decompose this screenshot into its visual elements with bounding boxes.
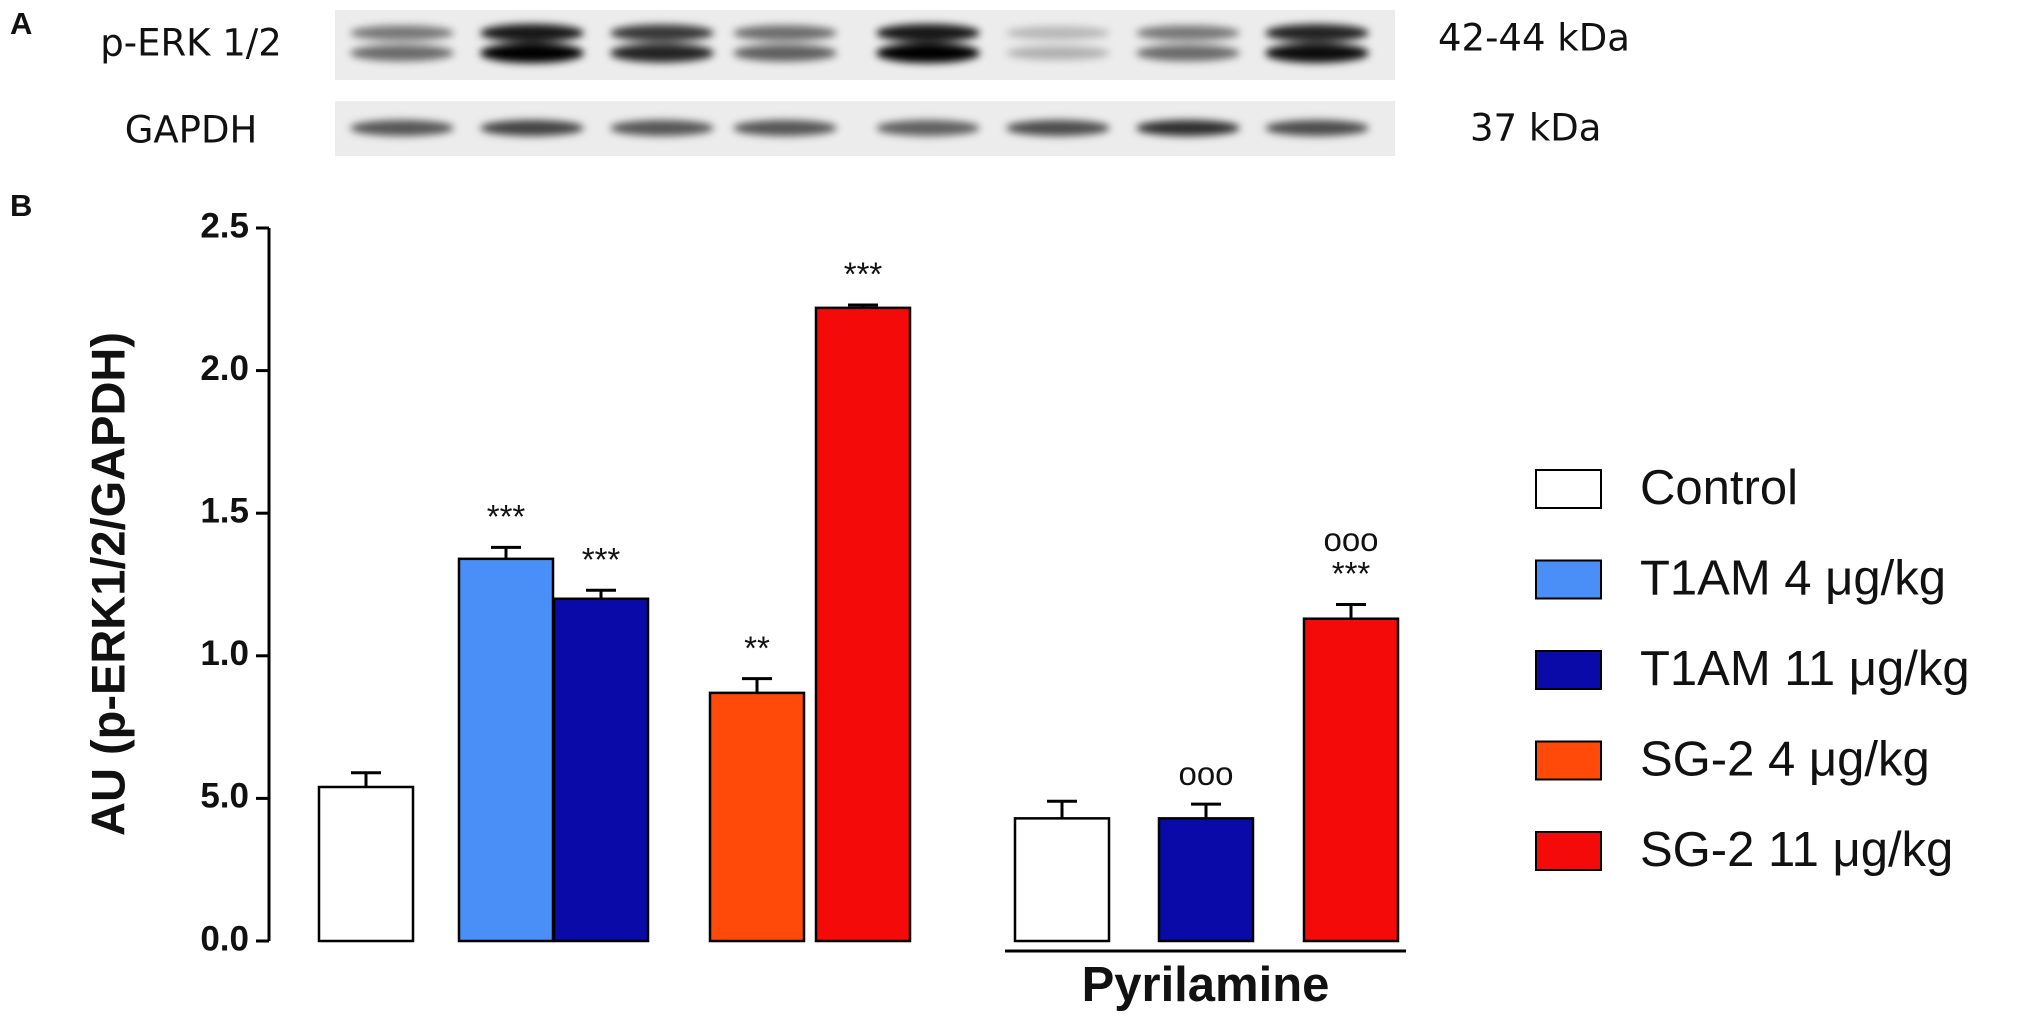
bar xyxy=(814,306,912,943)
significance-label: *** xyxy=(487,498,526,535)
blot-band xyxy=(1136,44,1240,62)
bar xyxy=(317,785,415,943)
blot-band xyxy=(1265,43,1369,63)
blot-band xyxy=(480,120,584,136)
blot-band xyxy=(1006,26,1110,40)
blot-band xyxy=(733,44,837,62)
bar xyxy=(1157,817,1255,943)
bar xyxy=(552,597,650,943)
blot-band xyxy=(350,44,454,62)
blot-row-label: GAPDH xyxy=(125,109,258,152)
significance-label: ** xyxy=(744,629,770,666)
blot-band xyxy=(610,120,714,136)
significance-label: ooo xyxy=(1323,521,1378,558)
significance-label: *** xyxy=(1332,555,1371,592)
blot-band xyxy=(876,120,980,136)
blot-band xyxy=(480,24,584,42)
blot-strip xyxy=(335,10,1395,80)
blot-band xyxy=(610,43,714,63)
blot-band xyxy=(1265,24,1369,42)
bar xyxy=(457,557,555,943)
blot-bands xyxy=(350,24,1369,136)
y-tick-label: 1.0 xyxy=(200,634,249,673)
blot-row-label: p-ERK 1/2 xyxy=(100,22,282,65)
blot-band xyxy=(733,120,837,136)
blot-band xyxy=(1136,120,1240,136)
y-tick-label: 2.5 xyxy=(200,206,249,245)
blot-band xyxy=(1265,120,1369,136)
blot-band xyxy=(480,43,584,63)
blot-band xyxy=(610,24,714,42)
legend-label: SG-2 11 μg/kg xyxy=(1640,823,1953,877)
significance-label: *** xyxy=(844,256,883,293)
y-tick-label: 0.0 xyxy=(200,919,249,958)
legend-label: T1AM 11 μg/kg xyxy=(1640,642,1970,696)
legend-label: Control xyxy=(1640,461,1798,515)
y-tick-label: 5.0 xyxy=(200,777,249,816)
blot-band xyxy=(733,25,837,41)
bar xyxy=(1013,817,1111,943)
blot-band xyxy=(1006,46,1110,60)
bar xyxy=(1302,617,1400,943)
blot-size-label: 37 kDa xyxy=(1470,107,1601,150)
bar xyxy=(708,691,806,943)
blot-band xyxy=(876,24,980,42)
legend-swatch xyxy=(1535,831,1602,871)
blot-band xyxy=(350,25,454,41)
legend-swatch xyxy=(1535,559,1602,600)
legend-label: SG-2 4 μg/kg xyxy=(1640,732,1930,786)
blot-band xyxy=(350,120,454,136)
panel-letter: A xyxy=(10,6,32,41)
panel-letter: B xyxy=(10,188,32,223)
significance-label: *** xyxy=(582,541,621,578)
legend-swatch xyxy=(1535,650,1602,690)
y-tick-label: 2.0 xyxy=(200,349,249,388)
y-axis-label: AU (p-ERK1/2/GAPDH) xyxy=(81,332,134,836)
blot-band xyxy=(1136,25,1240,41)
blot-size-label: 42-44 kDa xyxy=(1438,17,1630,60)
blot-band xyxy=(876,43,980,63)
blot-band xyxy=(1006,120,1110,136)
legend-swatch xyxy=(1535,740,1602,781)
y-tick-label: 1.5 xyxy=(200,491,249,530)
significance-label: ooo xyxy=(1178,755,1233,792)
legend-label: T1AM 4 μg/kg xyxy=(1640,551,1946,605)
group-label: Pyrilamine xyxy=(1082,958,1330,1012)
legend-swatch xyxy=(1535,469,1602,509)
